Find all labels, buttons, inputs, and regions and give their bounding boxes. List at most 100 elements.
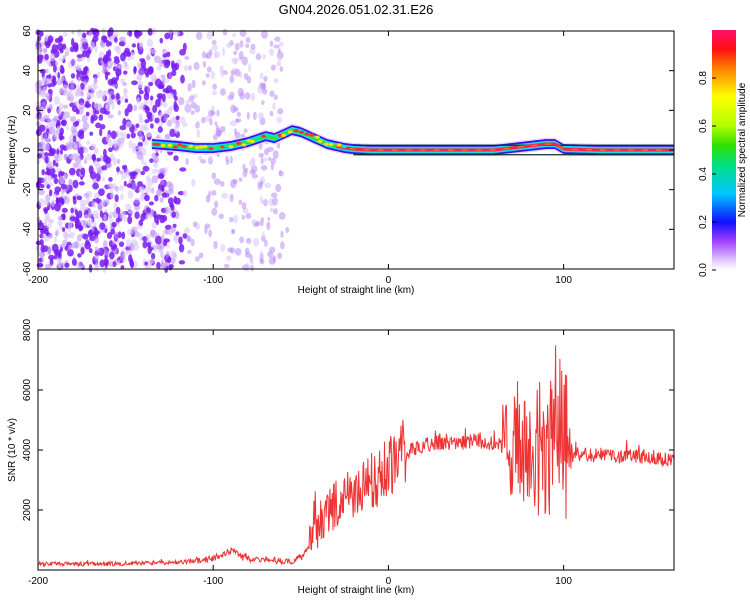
spectrogram-cell [259,72,264,80]
spectrogram-cell [214,200,219,209]
spectrogram-cell [87,217,94,226]
doppler-trace [151,123,674,157]
snr-x-tick-label: -200 [28,576,48,587]
spectrogram-cell [235,118,242,123]
spectrogram-cell [185,106,192,112]
spectrogram-cell [142,240,148,249]
spectrogram-cell [76,84,81,92]
doppler-bright-patch [314,135,320,139]
spectrogram-cell [145,207,151,214]
spectrogram-cell [270,64,276,71]
spectrogram-cell [117,63,123,70]
spectrogram-cell [70,207,74,214]
spectrogram-cell [137,80,144,89]
spectrogram-cell [219,65,224,74]
spectrogram-cell [94,264,98,270]
spectrogram-cell [49,148,56,155]
spectrogram-cell [184,227,190,235]
spectrogram-cell [136,151,144,160]
spectrogram-cell [85,153,93,161]
spectrogram-cell [70,58,77,67]
spectrogram-cell [172,223,177,228]
spectrogram-cell [77,146,85,155]
spectrogram-cell [99,259,105,268]
spectrogram-cell [128,30,133,37]
spectrogram-cell [154,194,159,202]
spectrogram-cell [95,197,100,204]
spectrogram-cell [182,122,188,128]
spectrogram-cell [134,205,140,211]
spectrogram-cell [59,76,65,82]
spectrogram-cell [150,229,157,238]
spectrogram-cell [170,203,175,211]
spectrogram-cell [156,93,163,99]
spectrogram-cell [114,58,120,64]
spectrogram-cell [44,263,52,269]
spectrogram-cell [174,125,179,134]
spectrogram-cell [65,144,73,151]
spectrogram-cell [216,109,220,117]
spectrogram-cell [111,221,117,228]
spectrogram-cell [127,103,133,113]
spectrogram-cell [127,215,133,225]
spectrogram-cell [72,162,79,168]
spectrogram-cell [211,190,217,196]
spectrogram-cell [63,110,67,120]
spectrogram-cell [105,156,112,164]
spectrogram-cell [261,232,265,239]
spectrogram-cell [44,53,49,61]
spectrogram-cell [44,41,49,46]
spectrogram-cell [145,132,152,137]
spectrogram-cell [69,231,75,239]
spectrogram-cell [108,177,113,182]
spectrogram-cell [112,210,118,218]
doppler-bright-patch [198,145,204,149]
spectrogram-cell [230,104,237,114]
spectrogram-cell [238,199,243,205]
spectrogram-cell [100,155,104,162]
spectrogram-cell [37,54,44,60]
spectrogram-cell [89,171,97,180]
spectrogram-cell [69,84,74,92]
spectrogram-cell [104,259,109,269]
spectrogram-cell [234,248,242,256]
spectrogram-cell [76,195,83,201]
snr-x-axis: -200 -100 0 100 [28,330,572,587]
spectrogram-cell [219,180,225,187]
spectrogram-cell [99,107,107,114]
spectrogram-cell [89,41,95,51]
spectrogram-cell [126,183,133,188]
spectrogram-cell [196,120,201,129]
spectrogram-cell [266,146,274,153]
spectrogram-cell [80,38,88,44]
spectrogram-cell [101,92,106,101]
spectrogram-cell [148,201,154,206]
spectrogram-cell [226,255,232,261]
spectrogram-cell [160,167,166,174]
spectrogram-cell [161,78,165,86]
spectrogram-y-tick-label: -40 [22,222,33,237]
spectrogram-cell [232,32,237,38]
spectrogram-cell [198,155,203,161]
spectrogram-cell [277,252,283,260]
spectrogram-cell [268,156,272,161]
doppler-bright-patch [250,139,255,144]
spectrogram-cell [277,108,284,115]
spectrogram-cell [64,51,69,57]
spectrogram-cell [244,263,250,272]
spectrogram-cell [82,233,89,240]
spectrogram-cell [103,240,108,249]
spectrogram-cell [234,131,241,140]
spectrogram-cell [144,119,150,124]
spectrogram-cell [227,95,234,101]
spectrogram-cell [211,44,218,51]
colorbar-gradient [712,30,736,270]
spectrogram-cell [229,120,237,127]
spectrogram-cell [119,210,127,220]
spectrogram-cell [173,31,180,36]
spectrogram-cell [220,243,226,252]
spectrogram-cell [130,260,135,269]
spectrogram-cell [174,197,181,205]
spectrogram-cell [90,116,95,124]
spectrogram-cell [145,175,151,181]
